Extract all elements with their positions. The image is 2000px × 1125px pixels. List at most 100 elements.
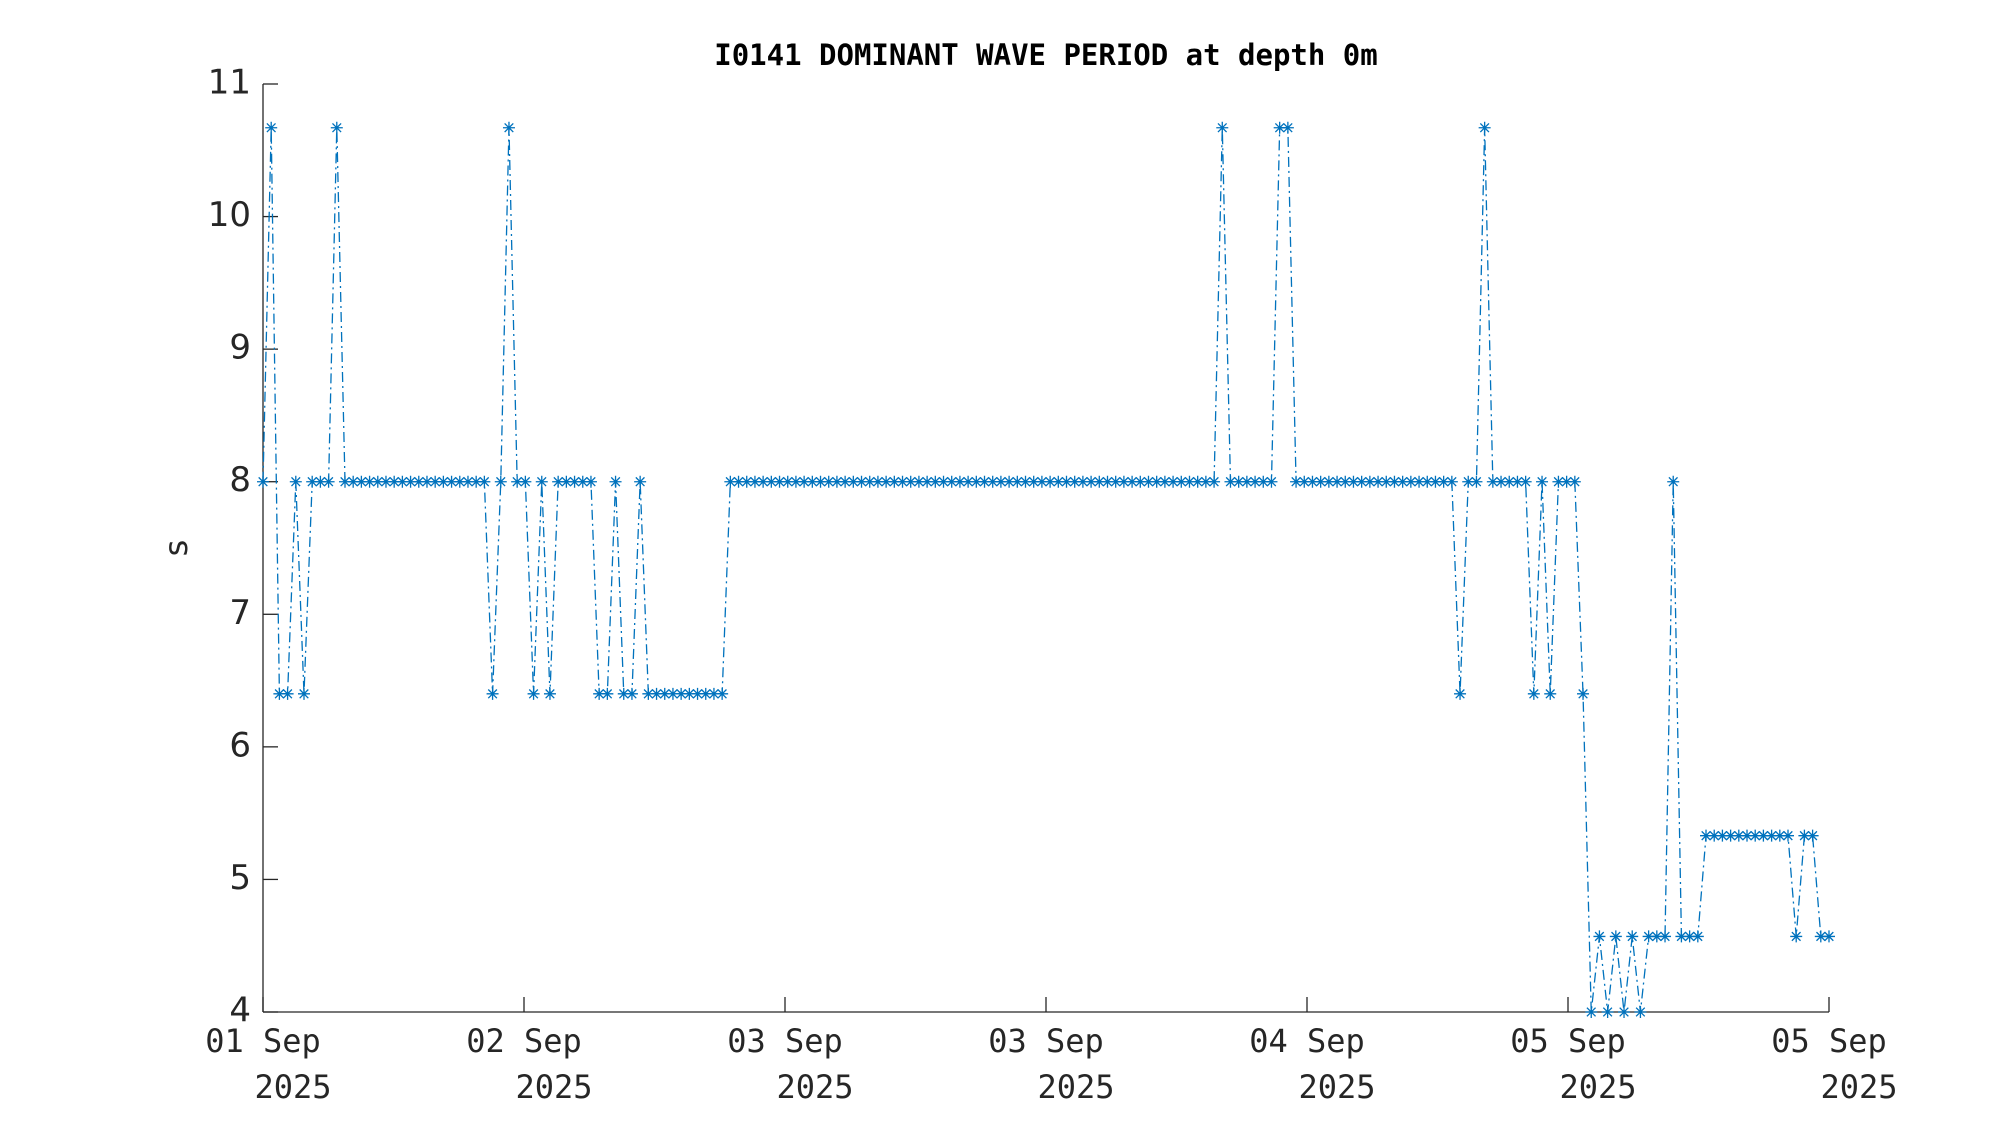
data-point [1175,475,1188,488]
data-point [297,687,310,700]
data-point [1019,475,1032,488]
data-point [1158,475,1171,488]
data-point [453,475,466,488]
data-point [1224,475,1237,488]
data-point [1503,475,1516,488]
data-point [1134,475,1147,488]
data-point [1708,829,1721,842]
data-point [1011,475,1024,488]
data-point [1265,475,1278,488]
data-point [871,475,884,488]
data-point [306,475,319,488]
data-point [1388,475,1401,488]
data-point [322,475,335,488]
data-point [953,475,966,488]
data-point [921,475,934,488]
data-point [765,475,778,488]
x-tick-label: 2025 [515,1068,592,1106]
data-point [363,475,376,488]
data-point [486,687,499,700]
data-point [470,475,483,488]
x-tick-label: 02 Sep [466,1022,582,1060]
data-point [338,475,351,488]
data-point [1429,475,1442,488]
data-point [1298,475,1311,488]
data-point [1749,829,1762,842]
data-point [519,475,532,488]
data-point [494,475,507,488]
x-tick-label: 2025 [776,1068,853,1106]
data-point [1257,475,1270,488]
data-point [1511,475,1524,488]
data-point [658,687,671,700]
data-point [1544,687,1557,700]
data-point [568,475,581,488]
data-point [1027,475,1040,488]
data-point [1142,475,1155,488]
data-point [675,687,688,700]
data-point [1782,829,1795,842]
data-point [1117,475,1130,488]
data-point [1109,475,1122,488]
data-point [1626,930,1639,943]
data-point [1585,1006,1598,1018]
x-tick-label: 05 Sep [1771,1022,1887,1060]
data-point [781,475,794,488]
x-tick-label: 05 Sep [1510,1022,1626,1060]
data-point [888,475,901,488]
data-point [1609,930,1622,943]
data-point [798,475,811,488]
data-point [1199,475,1212,488]
data-point [1675,930,1688,943]
data-point [937,475,950,488]
data-point [839,475,852,488]
x-tick-label: 2025 [254,1068,331,1106]
data-point [847,475,860,488]
data-point [1650,930,1663,943]
data-point [527,687,540,700]
data-point [1642,930,1655,943]
data-point [1495,475,1508,488]
data-point [1560,475,1573,488]
y-tick-label: 6 [229,725,251,765]
data-point [1060,475,1073,488]
data-point [1773,829,1786,842]
data-point [461,475,474,488]
data-point [666,687,679,700]
data-point [1765,829,1778,842]
data-point [388,475,401,488]
y-tick-label: 7 [229,593,251,633]
data-point [724,475,737,488]
x-tick-label: 01 Sep [205,1022,321,1060]
x-tick-label: 2025 [1298,1068,1375,1106]
data-point [1757,829,1770,842]
data-point [1314,475,1327,488]
data-point [560,475,573,488]
data-point [396,475,409,488]
data-point [1790,930,1803,943]
data-point [994,475,1007,488]
data-point [1380,475,1393,488]
data-point [1093,475,1106,488]
y-tick-label: 4 [229,991,251,1031]
data-point [962,475,975,488]
data-point [1372,475,1385,488]
data-point [880,475,893,488]
data-point [511,475,524,488]
data-point [1593,930,1606,943]
data-point [1101,475,1114,488]
data-point [314,475,327,488]
data-point [543,687,556,700]
data-point [863,475,876,488]
x-tick-label: 2025 [1820,1068,1897,1106]
data-point [773,475,786,488]
data-point [707,687,720,700]
data-point [1232,475,1245,488]
data-point [683,687,696,700]
data-point [806,475,819,488]
data-point [1618,1006,1631,1018]
data-point [650,687,663,700]
y-tick-label: 5 [229,858,251,898]
y-tick-label: 9 [229,328,251,368]
data-point [945,475,958,488]
